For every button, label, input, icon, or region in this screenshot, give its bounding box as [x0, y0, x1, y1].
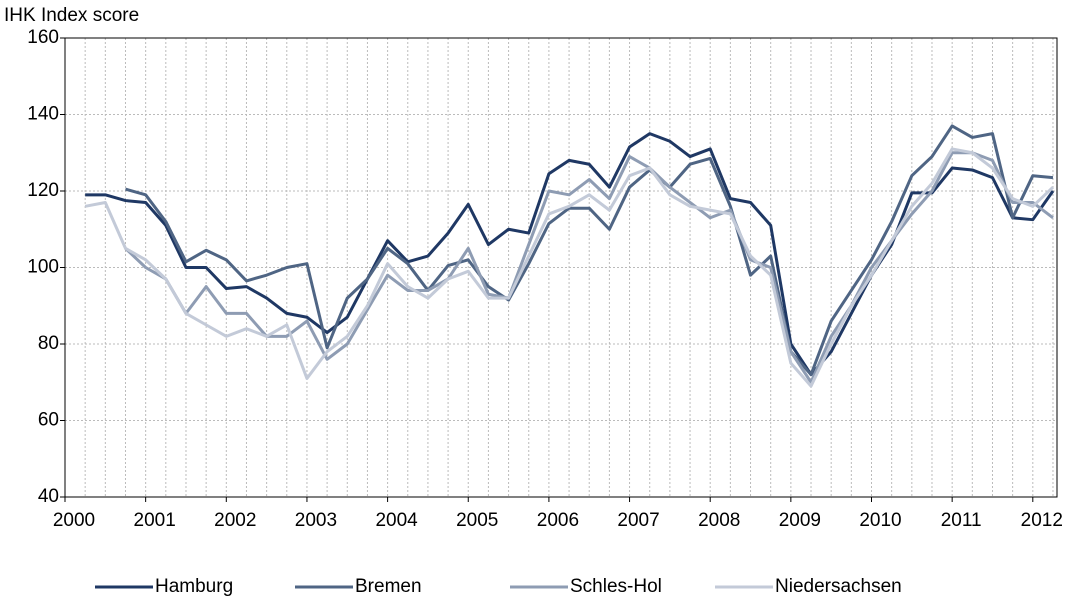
y-axis-label: IHK Index score — [4, 5, 139, 26]
x-tick-label: 2011 — [941, 510, 982, 531]
plot-frame — [64, 37, 1058, 498]
x-tick-label: 2012 — [1021, 510, 1063, 531]
x-tick-label: 2008 — [698, 510, 740, 531]
y-tick-label: 60 — [38, 410, 59, 431]
y-tick-label: 40 — [38, 486, 59, 507]
x-tick-label: 2006 — [537, 510, 579, 531]
legend-label: Hamburg — [155, 576, 233, 597]
y-tick-label: 100 — [27, 257, 59, 278]
legend-label: Bremen — [355, 576, 422, 597]
line-series — [125, 124, 1054, 377]
x-tick-label: 2001 — [134, 510, 176, 531]
y-tick-label: 80 — [38, 333, 59, 354]
x-tick-label: 2000 — [53, 510, 95, 531]
x-tick-label: 2003 — [295, 510, 337, 531]
x-tick-label: 2010 — [859, 510, 901, 531]
y-tick-label: 140 — [27, 104, 59, 125]
y-tick-label: 120 — [27, 180, 59, 201]
line-series — [84, 147, 1055, 388]
legend-label: Niedersachsen — [775, 576, 902, 597]
x-tick-label: 2005 — [456, 510, 498, 531]
legend-label: Schles-Hol — [570, 576, 662, 597]
x-tick-label: 2007 — [617, 510, 659, 531]
x-tick-label: 2002 — [214, 510, 256, 531]
x-tick-label: 2004 — [375, 510, 418, 531]
y-tick-label: 160 — [27, 27, 59, 48]
line-series — [85, 132, 1055, 377]
x-tick-label: 2009 — [779, 510, 821, 531]
